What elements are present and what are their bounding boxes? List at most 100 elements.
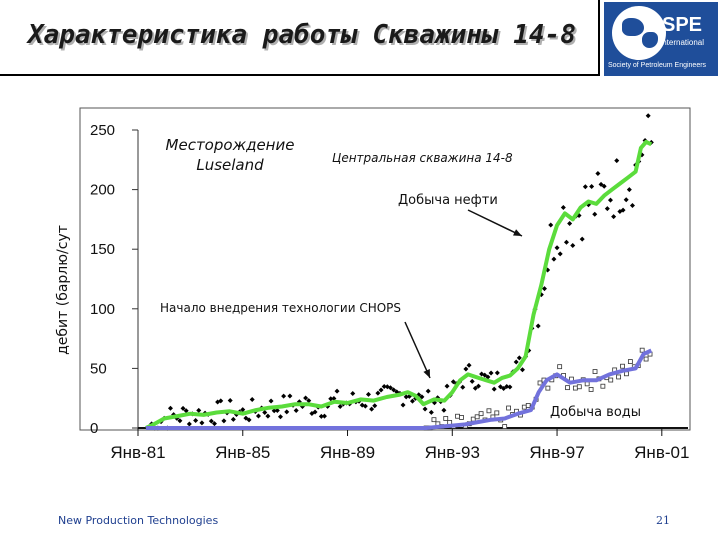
oil-data-point	[240, 407, 246, 413]
oil-production-label: Добыча нефти	[398, 193, 498, 208]
oil-data-point	[535, 323, 541, 329]
logo-caption: Society of Petroleum Engineers	[608, 62, 707, 69]
oil-data-point	[485, 374, 491, 380]
oil-data-point	[567, 220, 573, 226]
x-tick-label: Янв-89	[320, 443, 375, 462]
water-production-label: Добыча воды	[550, 405, 641, 420]
water-data-point	[576, 384, 582, 390]
oil-data-point	[494, 370, 500, 376]
oil-data-point	[246, 417, 252, 423]
oil-data-point	[199, 420, 205, 426]
oil-data-point	[230, 416, 236, 422]
oil-data-point	[592, 211, 598, 217]
oil-data-point	[180, 405, 186, 411]
oil-data-point	[582, 184, 588, 190]
oil-data-point	[422, 406, 428, 412]
oil-data-point	[328, 396, 334, 402]
water-data-point	[565, 385, 570, 391]
water-data-point	[525, 403, 531, 408]
slide-title: Характеристика работы Скважины 14-8	[28, 20, 576, 50]
oil-data-point	[167, 405, 173, 411]
water-data-point	[470, 416, 476, 422]
oil-production-arrow	[467, 209, 523, 237]
oil-data-point	[507, 384, 513, 390]
x-tick-label: Янв-85	[215, 443, 270, 462]
oil-data-point	[331, 395, 337, 401]
oil-data-point	[463, 366, 469, 372]
water-data-point	[643, 356, 649, 362]
oil-data-point	[372, 403, 378, 409]
arrow-head	[513, 229, 522, 236]
oil-data-point	[218, 398, 224, 404]
water-data-point	[600, 383, 606, 389]
oil-data-point	[629, 203, 635, 209]
oil-data-point	[623, 197, 629, 203]
x-tick-label: Янв-81	[110, 443, 165, 462]
oil-data-point	[504, 383, 510, 389]
logo-subtext: International	[660, 38, 705, 47]
water-data-point	[478, 411, 484, 417]
oil-data-point	[277, 414, 283, 420]
water-data-point	[443, 416, 449, 421]
water-data-point	[431, 417, 437, 423]
y-tick-label: 100	[90, 301, 115, 318]
oil-data-point	[375, 390, 381, 396]
oil-data-point	[645, 113, 651, 119]
oil-data-point	[403, 394, 409, 400]
oil-data-point	[548, 222, 554, 228]
oil-data-point	[579, 236, 585, 242]
oil-data-point	[387, 385, 393, 391]
water-data-point	[502, 424, 508, 429]
oil-data-point	[262, 410, 268, 416]
y-tick-label: 200	[90, 182, 115, 199]
oil-data-point	[337, 403, 343, 409]
water-data-point	[521, 404, 527, 410]
oil-data-point	[391, 387, 397, 393]
oil-data-point	[221, 418, 227, 424]
oil-data-point	[409, 398, 415, 404]
oil-data-point	[334, 388, 340, 394]
oil-data-point	[488, 370, 494, 376]
water-data-point	[572, 385, 578, 391]
logo-text: SPE	[662, 14, 703, 36]
water-data-point	[455, 413, 460, 419]
oil-data-point	[472, 385, 478, 391]
y-tick-label: 150	[90, 241, 115, 258]
oil-data-point	[306, 398, 312, 404]
oil-data-point	[227, 398, 233, 404]
oil-data-point	[312, 409, 318, 415]
water-data-point	[592, 369, 598, 374]
header-underline	[0, 74, 598, 76]
oil-data-point	[378, 387, 384, 393]
oil-data-point	[570, 242, 576, 248]
oil-data-point	[211, 421, 217, 427]
central-well-label: Центральная скважина 14-8	[332, 151, 513, 165]
water-data-point	[494, 410, 500, 416]
header-divider	[598, 0, 600, 76]
oil-data-point	[249, 397, 255, 403]
oil-data-point	[381, 384, 387, 390]
oil-data-point	[557, 251, 563, 257]
water-data-point	[459, 415, 464, 420]
y-tick-label: 50	[90, 360, 107, 377]
oil-data-point	[362, 403, 368, 409]
water-data-point	[474, 414, 480, 420]
globe-icon	[612, 6, 666, 60]
oil-data-point	[255, 413, 261, 419]
x-tick-label: Янв-93	[425, 443, 480, 462]
oil-data-point	[595, 171, 601, 177]
oil-data-point	[560, 205, 566, 211]
water-data-point	[537, 380, 543, 386]
arrow-shaft	[467, 209, 523, 237]
spe-logo: SPE International Society of Petroleum E…	[604, 2, 718, 76]
oil-data-point	[365, 391, 371, 397]
oil-data-point	[551, 256, 557, 262]
y-tick-label: 0	[90, 420, 98, 437]
water-data-point	[486, 408, 492, 414]
water-data-point	[584, 381, 590, 387]
oil-data-point	[318, 413, 324, 419]
oil-data-point	[183, 408, 189, 414]
oil-data-point	[554, 245, 560, 251]
footer-caption: New Production Technologies	[58, 514, 219, 527]
water-data-point	[506, 405, 511, 411]
